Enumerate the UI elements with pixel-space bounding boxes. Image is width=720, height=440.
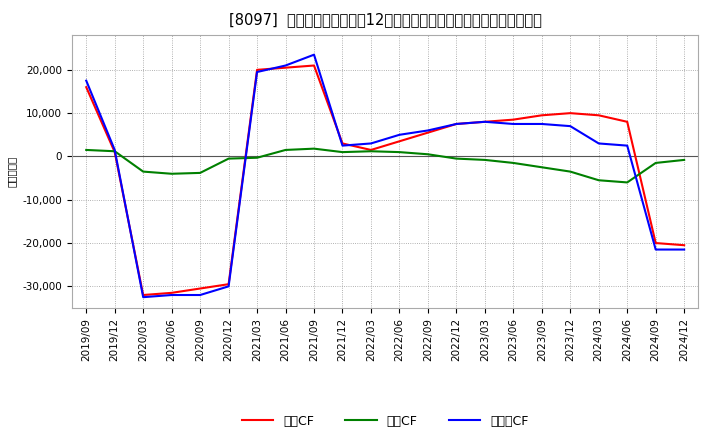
フリーCF [196,292,204,297]
投資CF [509,160,518,165]
投資CF [225,156,233,161]
フリーCF [82,78,91,83]
フリーCF [253,70,261,75]
投資CF [480,157,489,162]
営業CF [225,282,233,287]
フリーCF [310,52,318,57]
投資CF [623,180,631,185]
Legend: 営業CF, 投資CF, フリーCF: 営業CF, 投資CF, フリーCF [237,410,534,433]
営業CF [423,130,432,135]
フリーCF [338,143,347,148]
フリーCF [282,63,290,68]
投資CF [680,157,688,162]
フリーCF [139,294,148,300]
投資CF [452,156,461,161]
投資CF [282,147,290,153]
営業CF [366,147,375,153]
フリーCF [595,141,603,146]
投資CF [423,152,432,157]
Y-axis label: （百万円）: （百万円） [7,156,17,187]
投資CF [139,169,148,174]
投資CF [310,146,318,151]
フリーCF [167,292,176,297]
営業CF [595,113,603,118]
Line: 営業CF: 営業CF [86,66,684,295]
フリーCF [225,284,233,289]
営業CF [167,290,176,296]
営業CF [480,119,489,125]
フリーCF [110,147,119,153]
営業CF [395,139,404,144]
フリーCF [452,121,461,127]
投資CF [566,169,575,174]
営業CF [82,84,91,90]
営業CF [509,117,518,122]
フリーCF [623,143,631,148]
営業CF [253,67,261,73]
投資CF [537,165,546,170]
フリーCF [366,141,375,146]
フリーCF [423,128,432,133]
Title: [8097]  キャッシュフローの12か月移動合計の対前年同期増減額の推移: [8097] キャッシュフローの12か月移動合計の対前年同期増減額の推移 [229,12,541,27]
投資CF [110,149,119,154]
営業CF [680,242,688,248]
営業CF [623,119,631,125]
フリーCF [480,119,489,125]
フリーCF [652,247,660,252]
投資CF [595,178,603,183]
営業CF [310,63,318,68]
フリーCF [537,121,546,127]
Line: フリーCF: フリーCF [86,55,684,297]
営業CF [139,292,148,297]
フリーCF [509,121,518,127]
投資CF [366,149,375,154]
営業CF [566,110,575,116]
投資CF [652,160,660,165]
投資CF [196,170,204,176]
投資CF [167,171,176,176]
フリーCF [680,247,688,252]
営業CF [110,150,119,155]
営業CF [196,286,204,291]
投資CF [82,147,91,153]
投資CF [338,150,347,155]
フリーCF [395,132,404,137]
営業CF [537,113,546,118]
投資CF [395,150,404,155]
営業CF [282,65,290,70]
営業CF [652,240,660,246]
投資CF [253,155,261,161]
Line: 投資CF: 投資CF [86,149,684,183]
営業CF [338,141,347,146]
営業CF [452,121,461,127]
フリーCF [566,124,575,129]
